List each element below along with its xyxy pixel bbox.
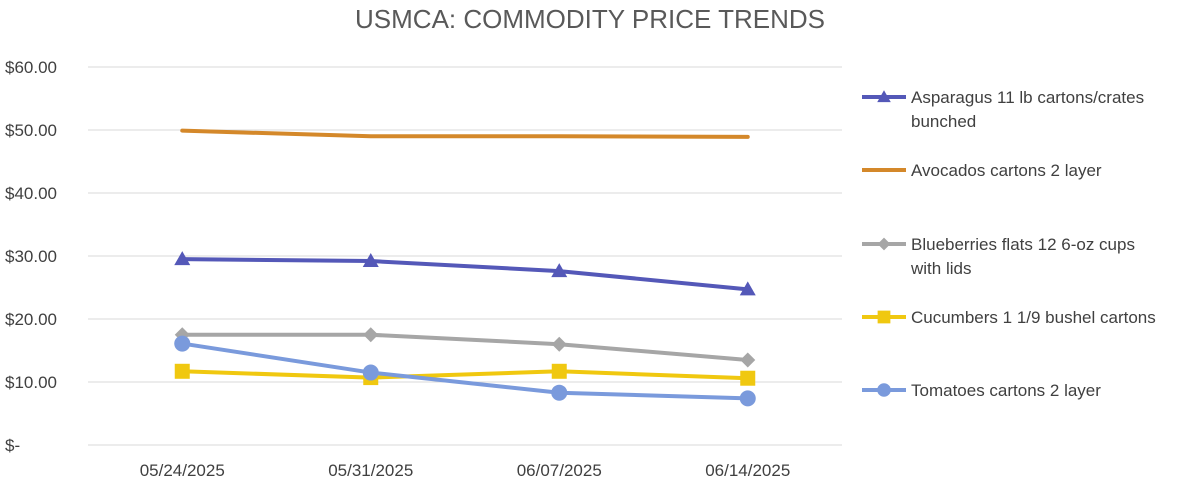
series-line (180, 341, 750, 401)
data-point-square (174, 363, 190, 379)
data-point-circle (739, 390, 756, 407)
series-line (180, 257, 750, 292)
y-axis-ticks: $- $10.00 $20.00 $30.00 $40.00 $50.00 $60.00 (5, 58, 57, 455)
legend-entry: Blueberries flats 12 6-oz cups with lids (862, 235, 1135, 278)
x-axis-ticks: 05/24/2025 05/31/2025 06/07/2025 06/14/2025 (140, 461, 791, 480)
data-point-diamond (740, 352, 756, 368)
chart-title: USMCA: COMMODITY PRICE TRENDS (355, 4, 825, 34)
legend-label: with lids (910, 259, 971, 278)
data-point-diamond (877, 237, 891, 251)
grid-lines (88, 66, 842, 446)
x-tick-label: 06/07/2025 (517, 461, 602, 480)
y-tick-label: $40.00 (5, 184, 57, 203)
legend-entry: Cucumbers 1 1/9 bushel cartons (862, 308, 1156, 327)
legend-label: bunched (911, 112, 976, 131)
y-tick-label: $- (5, 436, 20, 455)
data-point-square (740, 370, 756, 386)
data-point-circle (877, 383, 891, 397)
legend-entry: Avocados cartons 2 layer (862, 161, 1102, 180)
series-line (180, 369, 750, 381)
data-point-triangle (551, 263, 568, 278)
series-line (180, 332, 750, 362)
series-line (180, 128, 750, 139)
data-point-square (877, 310, 891, 324)
series-blueberries (174, 327, 756, 368)
legend-label: Cucumbers 1 1/9 bushel cartons (911, 308, 1156, 327)
legend-entry: Asparagus 11 lb cartons/crates bunched (862, 88, 1144, 131)
data-point-triangle (877, 90, 891, 103)
x-tick-label: 05/31/2025 (328, 461, 413, 480)
y-tick-label: $10.00 (5, 373, 57, 392)
data-point-circle (362, 364, 379, 381)
series-tomatoes (174, 335, 756, 407)
legend-label: Asparagus 11 lb cartons/crates (911, 88, 1144, 107)
data-point-diamond (363, 327, 379, 343)
legend-entry: Tomatoes cartons 2 layer (862, 381, 1101, 400)
x-tick-label: 06/14/2025 (705, 461, 790, 480)
data-point-diamond (551, 336, 567, 352)
series-group (174, 128, 756, 407)
series-avocados (180, 128, 750, 139)
series-asparagus (174, 251, 756, 296)
data-point-triangle (739, 281, 756, 296)
legend-label: Tomatoes cartons 2 layer (911, 381, 1101, 400)
data-point-triangle (362, 253, 379, 268)
y-tick-label: $60.00 (5, 58, 57, 77)
data-point-circle (174, 335, 191, 352)
y-tick-label: $20.00 (5, 310, 57, 329)
legend: Asparagus 11 lb cartons/crates bunched Avo… (862, 88, 1156, 400)
data-point-square (551, 363, 567, 379)
y-tick-label: $30.00 (5, 247, 57, 266)
legend-label: Avocados cartons 2 layer (911, 161, 1102, 180)
y-tick-label: $50.00 (5, 121, 57, 140)
data-point-triangle (174, 251, 191, 266)
x-tick-label: 05/24/2025 (140, 461, 225, 480)
data-point-circle (551, 384, 568, 401)
legend-label: Blueberries flats 12 6-oz cups (911, 235, 1135, 254)
